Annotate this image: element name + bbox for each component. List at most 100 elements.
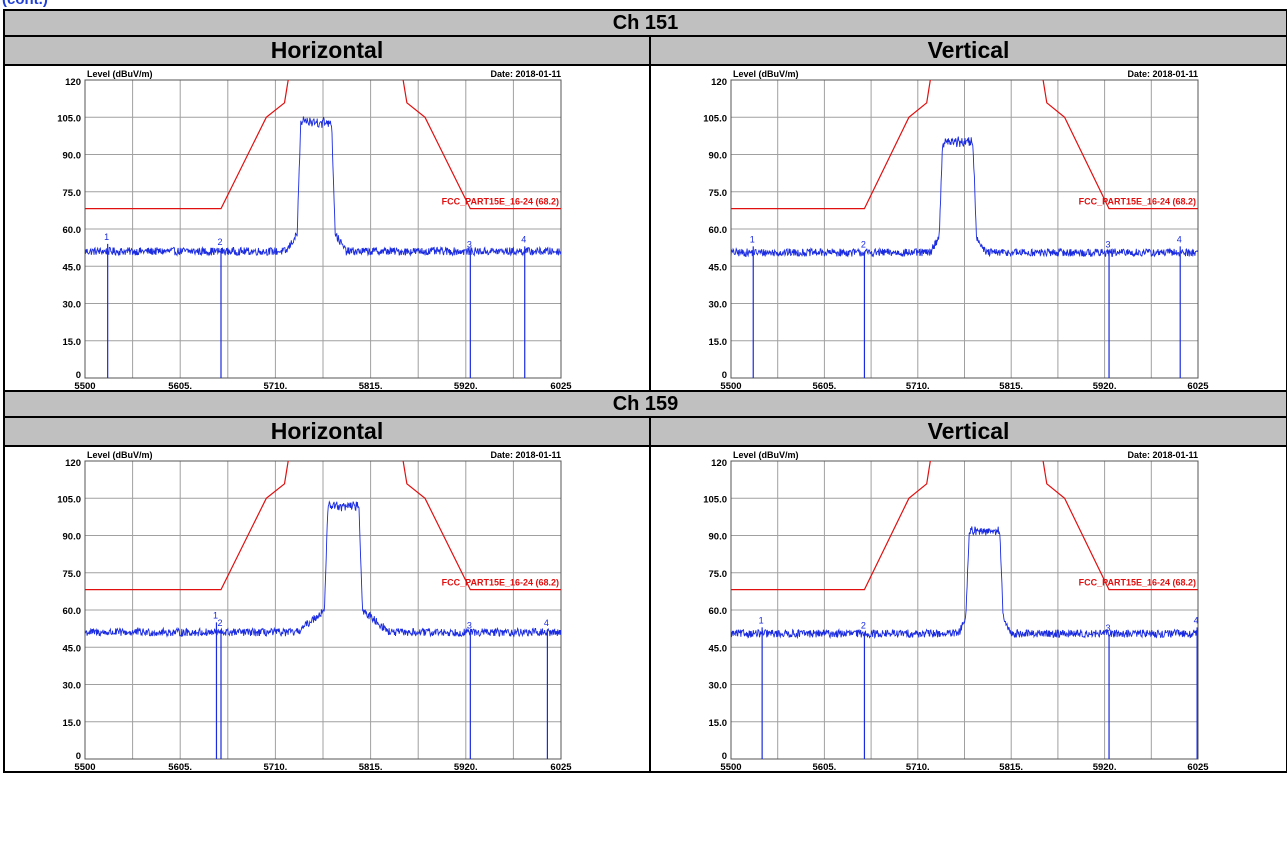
spectrum-plot-ch159-horizontal: 0 15.0 30.0 45.0 60.0 75.0 90.0 105.0 120 5500 560… [57, 450, 572, 771]
y-tick-label: 90.0 [709, 532, 728, 543]
x-tick-label: 5815. [999, 381, 1023, 390]
plot-frame [84, 460, 562, 760]
column-label-vertical: Vertical [649, 35, 1287, 66]
y-tick-label: 105.0 [703, 113, 727, 124]
plot-area [731, 80, 1198, 378]
marker-label: 2 [861, 620, 866, 630]
y-tick-label: 45.0 [709, 262, 728, 273]
plot-date: Date: 2018-01-11 [490, 450, 561, 460]
y-tick-label: 60.0 [709, 225, 728, 236]
x-tick-label: 5815. [999, 762, 1023, 771]
column-label-vertical: Vertical [649, 416, 1287, 447]
limit-line-label: FCC_PART15E_16-24 (68.2) [442, 197, 559, 207]
header-fragment-text: (cont.) [2, 0, 48, 8]
x-tick-label: 5710. [264, 381, 288, 390]
spectrum-plot-ch159-vertical: 0 15.0 30.0 45.0 60.0 75.0 90.0 105.0 120 5500 560… [703, 450, 1209, 771]
limit-line-label: FCC_PART15E_16-24 (68.2) [1079, 197, 1196, 207]
y-axis-title: Level (dBuV/m) [87, 69, 153, 79]
y-tick-label: 120 [65, 458, 81, 469]
y-tick-label: 0 [76, 751, 81, 762]
y-tick-label: 120 [65, 77, 81, 88]
limit-line-label: FCC_PART15E_16-24 (68.2) [442, 578, 559, 588]
plot-date: Date: 2018-01-11 [1127, 450, 1198, 460]
column-label-horizontal: Horizontal [3, 35, 651, 66]
y-tick-label: 105.0 [703, 494, 727, 505]
plot-cell: 0 15.0 30.0 45.0 60.0 75.0 90.0 105.0 120 5500 560… [649, 445, 1287, 773]
plot-frame [730, 79, 1199, 379]
y-tick-label: 75.0 [63, 188, 82, 199]
marker-label: 2 [861, 239, 866, 249]
limit-line [85, 461, 561, 591]
y-tick-label: 30.0 [63, 300, 82, 311]
y-axis-title: Level (dBuV/m) [87, 450, 153, 460]
plot-cell: 0 15.0 30.0 45.0 60.0 75.0 90.0 105.0 120 5500 560… [3, 445, 651, 773]
x-tick-label: 5500 [720, 381, 741, 390]
y-tick-label: 90.0 [709, 151, 728, 162]
y-tick-label: 30.0 [709, 300, 728, 311]
x-tick-label: 5500 [720, 762, 741, 771]
y-tick-label: 45.0 [709, 643, 728, 654]
x-tick-label: 5920. [1093, 381, 1117, 390]
measurement-trace [85, 116, 561, 257]
y-tick-label: 45.0 [63, 262, 82, 273]
marker-label: 2 [217, 237, 222, 247]
y-tick-label: 120 [711, 458, 727, 469]
y-tick-label: 120 [711, 77, 727, 88]
marker-label: 4 [1177, 234, 1182, 244]
x-tick-label: 6025 [550, 762, 572, 771]
y-tick-label: 105.0 [57, 113, 81, 124]
limit-line [731, 461, 1198, 591]
y-tick-label: 15.0 [709, 337, 728, 348]
marker-label: 1 [759, 615, 764, 625]
marker-label: 3 [1106, 239, 1111, 249]
measurement-trace [731, 136, 1198, 258]
x-tick-label: 6025 [550, 381, 572, 390]
measurement-trace [731, 526, 1198, 640]
marker-label: 3 [467, 620, 472, 630]
plot-cell: 0 15.0 30.0 45.0 60.0 75.0 90.0 105.0 120 5500 560… [649, 64, 1287, 392]
spectrum-plot-ch151-vertical: 0 15.0 30.0 45.0 60.0 75.0 90.0 105.0 120 5500 560… [703, 69, 1209, 390]
x-tick-label: 6025 [1187, 762, 1209, 771]
marker-label: 1 [213, 610, 218, 620]
x-tick-label: 6025 [1187, 381, 1209, 390]
y-tick-label: 0 [722, 751, 727, 762]
limit-line [85, 80, 561, 210]
marker-label: 1 [750, 234, 755, 244]
x-tick-label: 5710. [906, 762, 930, 771]
plot-date: Date: 2018-01-11 [490, 69, 561, 79]
x-tick-label: 5500 [74, 762, 95, 771]
y-tick-label: 30.0 [709, 681, 728, 692]
plot-area [731, 461, 1198, 759]
marker-label: 2 [217, 618, 222, 628]
column-label-horizontal: Horizontal [3, 416, 651, 447]
y-tick-label: 75.0 [63, 569, 82, 580]
x-tick-label: 5605. [168, 762, 192, 771]
y-tick-label: 75.0 [709, 188, 728, 199]
x-tick-label: 5605. [813, 381, 837, 390]
marker-label: 1 [104, 232, 109, 242]
measurement-trace [85, 500, 561, 638]
marker-label: 4 [1194, 615, 1199, 625]
y-axis-title: Level (dBuV/m) [733, 69, 799, 79]
header-fragment: (cont.) [0, 0, 1287, 9]
y-tick-label: 75.0 [709, 569, 728, 580]
x-tick-label: 5920. [454, 381, 478, 390]
y-tick-label: 30.0 [63, 681, 82, 692]
marker-label: 4 [521, 234, 526, 244]
x-tick-label: 5605. [168, 381, 192, 390]
spectrum-plot-ch151-horizontal: 0 15.0 30.0 45.0 60.0 75.0 90.0 105.0 120 5500 560… [57, 69, 572, 390]
y-tick-label: 15.0 [709, 718, 728, 729]
plot-frame [730, 460, 1199, 760]
x-tick-label: 5605. [813, 762, 837, 771]
x-tick-label: 5920. [1093, 762, 1117, 771]
measurement-table: Ch 151 Horizontal Vertical 0 15.0 30.0 45.0… [3, 9, 1287, 773]
y-tick-label: 15.0 [63, 718, 82, 729]
y-tick-label: 15.0 [63, 337, 82, 348]
marker-label: 3 [467, 239, 472, 249]
x-tick-label: 5815. [359, 762, 383, 771]
x-tick-label: 5710. [906, 381, 930, 390]
plot-date: Date: 2018-01-11 [1127, 69, 1198, 79]
x-tick-label: 5710. [264, 762, 288, 771]
plot-frame [84, 79, 562, 379]
limit-line [731, 80, 1198, 210]
